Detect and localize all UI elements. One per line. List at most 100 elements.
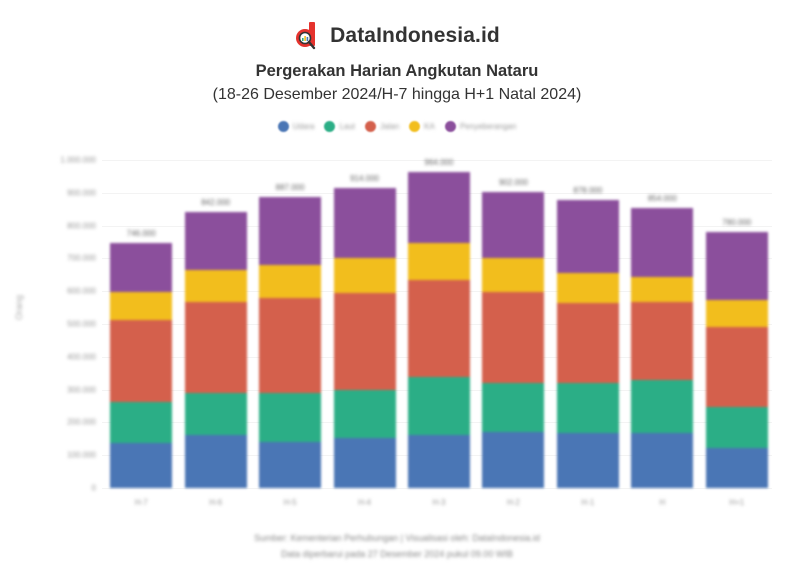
legend-dot-icon xyxy=(277,121,289,132)
bar-segment-laut[interactable] xyxy=(705,406,768,448)
bar-segment-penyeberangan[interactable] xyxy=(556,200,619,274)
stacked-bar-h-6[interactable] xyxy=(184,211,247,488)
bar-segment-penyeberangan[interactable] xyxy=(333,188,396,259)
x-tick-label: H-6 xyxy=(209,498,223,507)
bar-segment-penyeberangan[interactable] xyxy=(259,197,322,265)
stacked-bar-h-3[interactable] xyxy=(408,171,470,488)
bar-segment-udara[interactable] xyxy=(110,443,173,488)
brand-header: DataIndonesia.id xyxy=(0,20,794,52)
bar-segment-udara[interactable] xyxy=(705,447,768,488)
legend-label: Udara xyxy=(292,122,315,131)
bar-segment-penyeberangan[interactable] xyxy=(110,243,173,293)
bar-segment-ka[interactable] xyxy=(259,264,322,299)
bar-segment-udara[interactable] xyxy=(259,442,322,488)
bar-segment-jalan[interactable] xyxy=(482,292,545,384)
bar-total-label: 842.000 xyxy=(201,197,231,207)
bar-total-label: 902.000 xyxy=(498,178,528,188)
bar-segment-jalan[interactable] xyxy=(631,301,694,380)
x-tick-label: H-1 xyxy=(581,498,595,507)
chart-legend: Udara Laut Jalan KA Penyeberangan xyxy=(0,121,794,132)
bar-segment-udara[interactable] xyxy=(184,434,247,488)
bar-segment-ka[interactable] xyxy=(408,242,470,280)
bar-segment-ka[interactable] xyxy=(184,269,247,303)
bar-segment-laut[interactable] xyxy=(259,393,322,443)
bar-total-label: 914.000 xyxy=(350,174,379,184)
magnifier-d-logo-icon xyxy=(294,21,320,51)
y-tick-label: 0 xyxy=(91,483,96,493)
legend-item-udara[interactable]: Udara xyxy=(277,121,315,132)
legend-dot-icon xyxy=(365,121,377,132)
bar-segment-udara[interactable] xyxy=(408,434,470,488)
chart-subtitle: (18-26 Desember 2024/H-7 hingga H+1 Nata… xyxy=(212,86,582,103)
legend-label: KA xyxy=(424,122,435,131)
grid-line xyxy=(102,160,772,161)
bar-segment-laut[interactable] xyxy=(110,402,173,444)
stacked-bar-h-1[interactable] xyxy=(556,200,619,488)
stacked-bar-h+1[interactable] xyxy=(705,232,768,488)
legend-item-laut[interactable]: Laut xyxy=(324,121,355,132)
y-tick-label: 700.000 xyxy=(67,253,96,263)
bar-segment-udara[interactable] xyxy=(556,432,619,488)
stacked-bar-h-4[interactable] xyxy=(333,188,396,488)
bar-segment-laut[interactable] xyxy=(482,383,545,432)
chart-title: Pergerakan Harian Angkutan Nataru xyxy=(255,62,539,80)
chart-footer: Sumber: Kementerian Perhubungan | Visual… xyxy=(0,530,794,562)
bar-segment-laut[interactable] xyxy=(631,379,694,433)
legend-dot-icon xyxy=(409,121,421,132)
bar-total-label: 854.000 xyxy=(647,193,677,203)
stacked-bar-h-5[interactable] xyxy=(259,197,322,488)
bar-segment-udara[interactable] xyxy=(333,438,396,488)
legend-label: Jalan xyxy=(380,122,400,131)
bar-segment-penyeberangan[interactable] xyxy=(482,192,545,259)
legend-item-ka[interactable]: KA xyxy=(409,121,435,132)
legend-item-penyeberangan[interactable]: Penyeberangan xyxy=(444,121,516,132)
y-tick-label: 300.000 xyxy=(67,385,96,395)
bar-segment-jalan[interactable] xyxy=(333,293,396,391)
grid-line xyxy=(102,488,772,489)
bar-segment-penyeberangan[interactable] xyxy=(408,171,470,243)
stacked-bar-h-2[interactable] xyxy=(482,192,545,488)
bar-segment-jalan[interactable] xyxy=(705,326,768,407)
y-tick-label: 1.000.000 xyxy=(60,155,96,165)
bar-segment-ka[interactable] xyxy=(110,292,173,321)
bar-segment-jalan[interactable] xyxy=(408,279,470,377)
bar-segment-ka[interactable] xyxy=(631,276,694,302)
bar-segment-jalan[interactable] xyxy=(110,320,173,403)
y-tick-label: 200.000 xyxy=(67,417,96,427)
bar-segment-jalan[interactable] xyxy=(184,302,247,393)
legend-label: Laut xyxy=(339,122,356,131)
bar-segment-udara[interactable] xyxy=(482,431,545,488)
bar-segment-laut[interactable] xyxy=(408,376,470,435)
update-note: Data diperbarui pada 27 Desember 2024 pu… xyxy=(281,549,513,559)
y-tick-label: 800.000 xyxy=(67,221,96,231)
bar-total-label: 964.000 xyxy=(424,157,454,167)
x-tick-label: H-4 xyxy=(358,498,371,507)
source-note: Sumber: Kementerian Perhubungan | Visual… xyxy=(254,533,540,543)
stacked-bar-h[interactable] xyxy=(631,207,694,488)
bar-segment-laut[interactable] xyxy=(556,383,619,433)
y-tick-label: 100.000 xyxy=(67,450,96,460)
legend-dot-icon xyxy=(444,121,456,132)
y-tick-label: 900.000 xyxy=(67,188,96,198)
bar-segment-udara[interactable] xyxy=(631,432,694,488)
legend-dot-icon xyxy=(324,121,336,132)
bar-segment-laut[interactable] xyxy=(333,390,396,439)
bar-segment-penyeberangan[interactable] xyxy=(631,207,694,277)
bar-segment-penyeberangan[interactable] xyxy=(184,211,247,270)
x-tick-label: H-2 xyxy=(506,498,520,507)
bar-segment-ka[interactable] xyxy=(705,300,768,327)
stacked-bar-h-7[interactable] xyxy=(110,243,173,488)
bar-total-label: 878.000 xyxy=(573,186,603,196)
brand-name: DataIndonesia.id xyxy=(330,24,500,47)
bar-segment-ka[interactable] xyxy=(556,273,619,304)
bar-total-label: 746.000 xyxy=(126,229,156,239)
y-tick-label: 400.000 xyxy=(67,352,96,362)
bar-segment-ka[interactable] xyxy=(482,258,545,293)
legend-item-jalan[interactable]: Jalan xyxy=(365,121,399,132)
bar-segment-laut[interactable] xyxy=(184,392,247,435)
bar-segment-jalan[interactable] xyxy=(556,303,619,384)
bar-segment-jalan[interactable] xyxy=(259,298,322,394)
bar-segment-penyeberangan[interactable] xyxy=(705,232,768,301)
bar-segment-ka[interactable] xyxy=(333,258,396,294)
